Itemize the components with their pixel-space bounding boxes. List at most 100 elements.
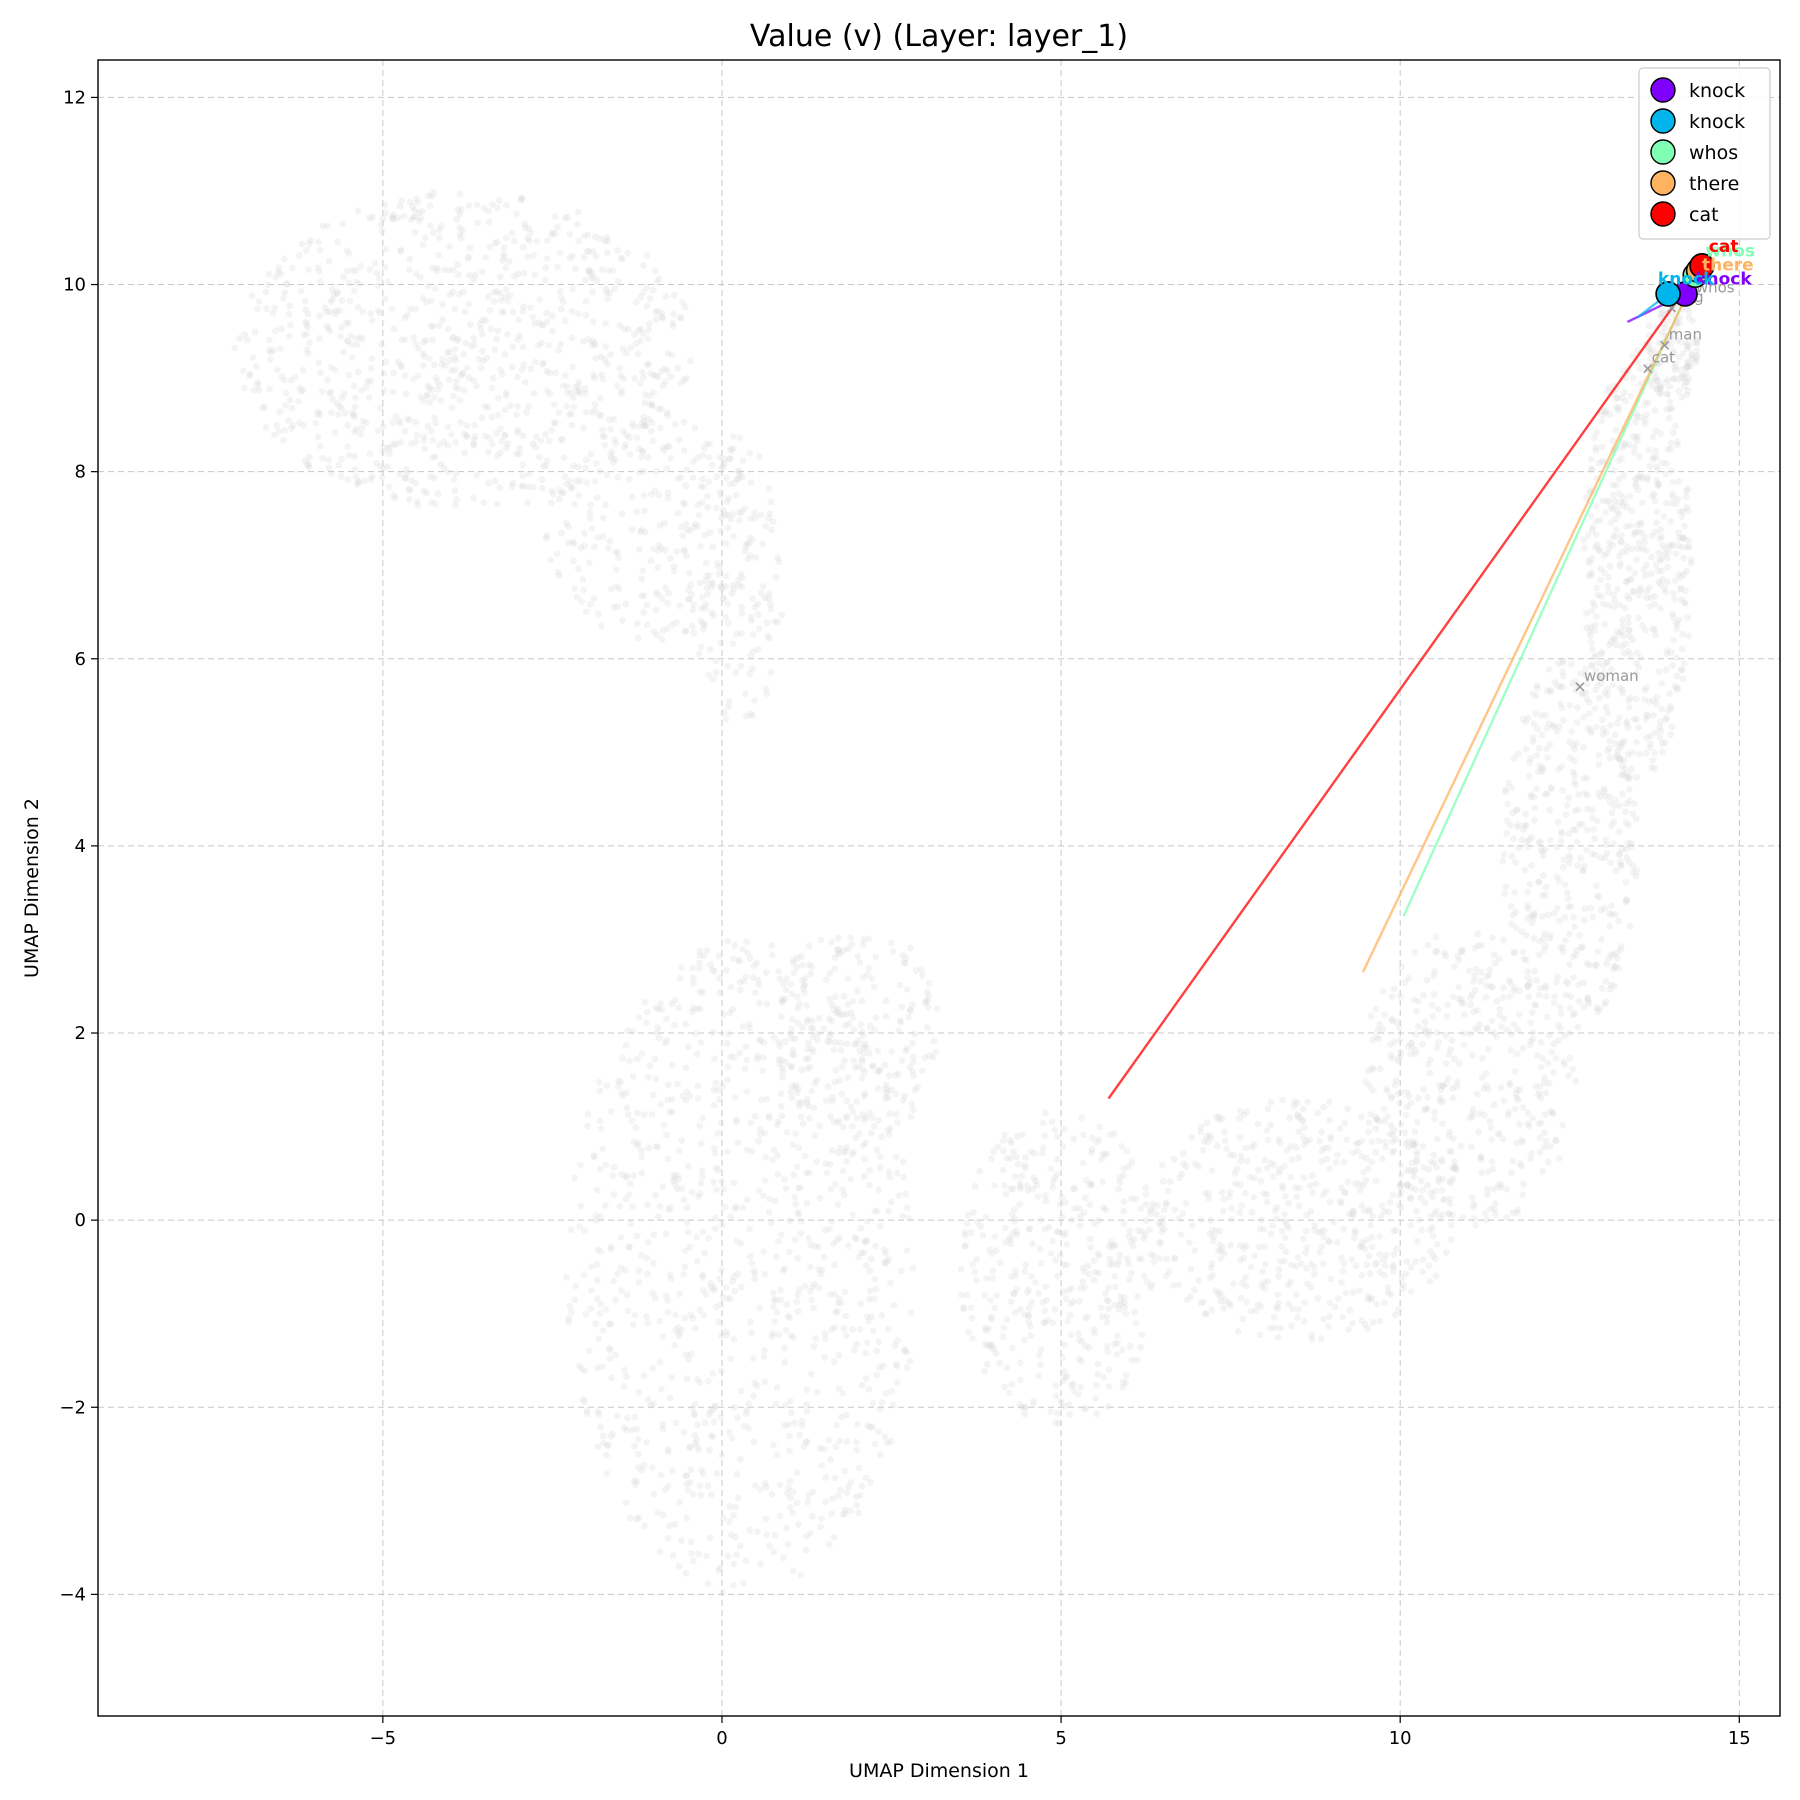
background-point: [789, 1016, 796, 1023]
background-point: [1500, 1015, 1508, 1022]
background-point: [342, 409, 349, 417]
background-point: [509, 343, 517, 351]
background-point: [1664, 563, 1671, 571]
background-point: [1616, 740, 1624, 748]
background-point: [874, 1068, 881, 1075]
background-point: [1483, 982, 1491, 990]
background-point: [832, 1009, 840, 1017]
background-point: [1505, 976, 1513, 984]
background-point: [755, 1036, 763, 1044]
background-point: [659, 444, 667, 451]
background-point: [1538, 768, 1545, 775]
background-point: [618, 254, 625, 262]
background-point: [897, 1267, 905, 1275]
background-point: [1602, 836, 1610, 844]
background-point: [754, 600, 762, 608]
background-point: [1627, 522, 1634, 529]
background-point: [1657, 430, 1664, 437]
background-point: [648, 1111, 656, 1118]
background-point: [1566, 961, 1573, 968]
background-point: [570, 403, 578, 411]
background-point: [1497, 1180, 1505, 1188]
background-point: [694, 1257, 701, 1265]
background-point: [1093, 1138, 1101, 1146]
background-point: [454, 335, 462, 343]
background-point: [498, 308, 506, 316]
background-point: [1585, 557, 1592, 565]
background-point: [1376, 1251, 1383, 1258]
background-point: [1412, 1046, 1420, 1054]
background-point: [236, 335, 244, 342]
background-point: [1282, 1193, 1289, 1200]
background-point: [1667, 543, 1675, 550]
background-point: [1024, 1288, 1031, 1296]
background-point: [730, 581, 737, 589]
background-point: [1082, 1405, 1090, 1413]
background-point: [860, 1049, 868, 1057]
background-point: [1663, 499, 1670, 507]
background-point: [811, 1242, 819, 1250]
background-point: [1140, 1272, 1148, 1280]
background-point: [1382, 1262, 1389, 1270]
background-point: [1649, 625, 1657, 633]
background-point: [1373, 1300, 1381, 1308]
background-point: [1217, 1297, 1225, 1305]
background-point: [592, 253, 600, 260]
background-point: [1393, 1245, 1400, 1253]
background-point: [591, 339, 598, 347]
background-point: [1082, 1194, 1089, 1202]
background-point: [885, 1256, 893, 1263]
background-point: [1607, 722, 1614, 729]
background-point: [809, 1512, 816, 1520]
background-point: [1449, 1164, 1456, 1172]
background-point: [821, 1353, 828, 1361]
background-point: [1392, 1135, 1400, 1143]
background-point: [1619, 493, 1627, 501]
background-point: [634, 1109, 641, 1117]
background-point: [1290, 1102, 1298, 1110]
background-point: [575, 237, 583, 245]
background-point: [1663, 460, 1670, 467]
background-point: [789, 1046, 797, 1054]
background-point: [1052, 1392, 1060, 1400]
background-point: [1648, 553, 1655, 561]
background-point: [671, 996, 679, 1004]
background-point: [1654, 482, 1662, 489]
background-point: [572, 477, 580, 485]
background-point: [1594, 892, 1601, 900]
background-point: [1490, 1029, 1498, 1037]
background-point: [1688, 355, 1696, 363]
background-point: [987, 1313, 995, 1321]
background-point: [1411, 1050, 1419, 1058]
background-point: [1521, 866, 1529, 874]
background-point: [1459, 946, 1466, 954]
background-point: [1389, 1149, 1396, 1156]
background-point: [302, 306, 309, 313]
background-point: [1276, 1325, 1284, 1332]
background-point: [449, 334, 457, 342]
background-point: [677, 523, 685, 531]
background-point: [1545, 1080, 1553, 1087]
y-tick-label: 0: [75, 1210, 86, 1231]
background-point: [1099, 1178, 1107, 1185]
background-point: [1636, 452, 1643, 460]
background-point: [1197, 1123, 1205, 1131]
background-point: [768, 951, 776, 959]
background-point: [1421, 1106, 1429, 1114]
background-point: [414, 345, 422, 352]
background-point: [712, 1164, 720, 1172]
background-point: [696, 1190, 704, 1197]
background-point: [456, 224, 464, 232]
background-point: [716, 454, 724, 461]
background-point: [893, 1169, 901, 1177]
background-point: [770, 1441, 777, 1449]
background-point: [1678, 544, 1686, 551]
background-point: [829, 1097, 836, 1105]
background-point: [1501, 890, 1509, 898]
background-point: [622, 1195, 630, 1203]
background-point: [1422, 1028, 1430, 1036]
background-point: [1653, 477, 1660, 484]
background-point: [479, 357, 487, 365]
background-point: [1028, 1299, 1035, 1307]
background-point: [997, 1259, 1004, 1267]
